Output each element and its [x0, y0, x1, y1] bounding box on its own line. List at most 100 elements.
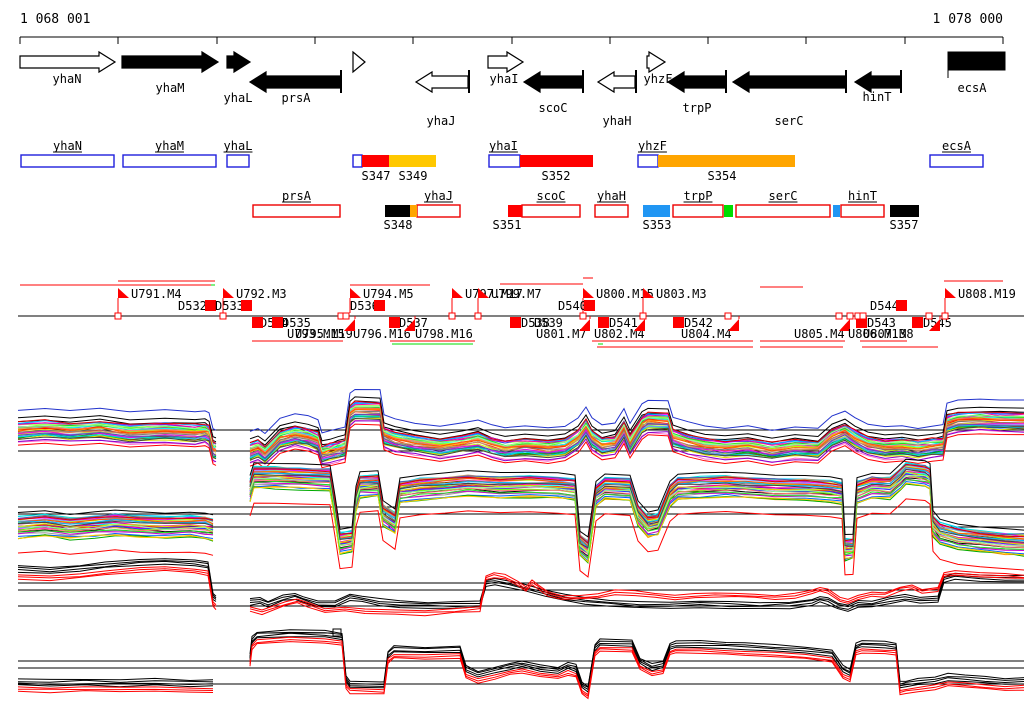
- segment-label-S352[interactable]: S352: [542, 169, 571, 183]
- probe-flag-up[interactable]: [350, 288, 361, 298]
- probe-label-U795.M19[interactable]: U795.M19: [295, 327, 353, 341]
- gene-arrow-scoC[interactable]: [522, 70, 583, 94]
- segment-S351[interactable]: [508, 205, 522, 217]
- segment-label-S348[interactable]: S348: [384, 218, 413, 232]
- segment-label-S351[interactable]: S351: [493, 218, 522, 232]
- probe-label-U804.M4[interactable]: U804.M4: [681, 327, 732, 341]
- segment-label-S357[interactable]: S357: [890, 218, 919, 232]
- annotation-box-yhaL[interactable]: [226, 154, 250, 168]
- probe-flag-down[interactable]: [344, 319, 355, 331]
- annotation-label-serC[interactable]: serC: [769, 189, 798, 203]
- probe-flag-up[interactable]: [118, 288, 129, 298]
- gene-arrow-yhaM[interactable]: [121, 50, 220, 74]
- probe-flag-up[interactable]: [583, 288, 594, 298]
- gene-arrow-yhaH[interactable]: [596, 70, 636, 94]
- probe-box-D538[interactable]: [510, 317, 521, 328]
- annotation-box-yhaI[interactable]: [488, 154, 521, 168]
- probe-label-D533[interactable]: D533: [215, 299, 244, 313]
- probe-label-U806.M13[interactable]: U806.M13: [848, 327, 906, 341]
- probe-label-U792.M3[interactable]: U792.M3: [236, 287, 287, 301]
- annotation-label-yhaM[interactable]: yhaM: [155, 139, 184, 153]
- probe-flag-down[interactable]: [929, 319, 940, 331]
- probe-label-U800.M15[interactable]: U800.M15: [596, 287, 654, 301]
- gene-arrow-yhaI[interactable]: [487, 50, 525, 74]
- annotation-label-yhaL[interactable]: yhaL: [224, 139, 253, 153]
- segment[interactable]: [724, 205, 733, 217]
- probe-flag-up[interactable]: [223, 288, 234, 298]
- probe-label-U799.M7[interactable]: U799.M7: [491, 287, 542, 301]
- probe-label-U807.M8[interactable]: U807.M8: [863, 327, 914, 341]
- probe-label-D536[interactable]: D536: [350, 299, 379, 313]
- probe-label-U805.M4[interactable]: U805.M4: [794, 327, 845, 341]
- probe-label-U802.M4[interactable]: U802.M4: [594, 327, 645, 341]
- gene-arrow-serC[interactable]: [731, 70, 846, 94]
- segment-S354[interactable]: [658, 155, 795, 167]
- annotation-box[interactable]: [352, 154, 363, 168]
- probe-box-D540[interactable]: [584, 300, 595, 311]
- segment-label-S353[interactable]: S353: [643, 218, 672, 232]
- probe-label-D539[interactable]: D539: [534, 316, 563, 330]
- annotation-label-yhaJ[interactable]: yhaJ: [424, 189, 453, 203]
- probe-box-D532[interactable]: [205, 300, 216, 311]
- probe-flag-down[interactable]: [404, 319, 415, 331]
- annotation-box-yhaM[interactable]: [122, 154, 217, 168]
- probe-flag-down[interactable]: [839, 319, 850, 331]
- probe-label-U793.M15[interactable]: U793.M15: [287, 327, 345, 341]
- probe-label-U808.M19[interactable]: U808.M19: [958, 287, 1016, 301]
- probe-box-D544[interactable]: [896, 300, 907, 311]
- segment-label-S347[interactable]: S347: [362, 169, 391, 183]
- probe-label-D541[interactable]: D541: [609, 316, 638, 330]
- gene-arrow-trpP[interactable]: [666, 70, 726, 94]
- annotation-label-prsA[interactable]: prsA: [282, 189, 312, 203]
- annotation-label-trpP[interactable]: trpP: [684, 189, 713, 203]
- probe-label-U796.M16[interactable]: U796.M16: [353, 327, 411, 341]
- annotation-label-ecsA[interactable]: ecsA: [942, 139, 972, 153]
- segment[interactable]: [410, 205, 417, 217]
- gene-arrow-hinT[interactable]: [853, 70, 901, 94]
- annotation-box-hinT[interactable]: [840, 204, 885, 218]
- annotation-box-yhaJ[interactable]: [416, 204, 461, 218]
- probe-flag-down[interactable]: [579, 319, 590, 331]
- segment-S353[interactable]: [643, 205, 670, 217]
- probe-label-D538[interactable]: D538: [521, 316, 550, 330]
- annotation-box-yhaH[interactable]: [594, 204, 629, 218]
- segment-label-S349[interactable]: S349: [399, 169, 428, 183]
- probe-flag-up[interactable]: [643, 288, 654, 298]
- probe-box-D536[interactable]: [374, 300, 385, 311]
- probe-flag-down[interactable]: [728, 319, 739, 331]
- annotation-label-yhaN[interactable]: yhaN: [53, 139, 82, 153]
- annotation-box-scoC[interactable]: [521, 204, 581, 218]
- annotation-label-scoC[interactable]: scoC: [537, 189, 566, 203]
- gene-arrow-yhaJ[interactable]: [414, 70, 469, 94]
- probe-label-D543[interactable]: D543: [867, 316, 896, 330]
- annotation-label-hinT[interactable]: hinT: [848, 189, 877, 203]
- segment-S352[interactable]: [520, 155, 593, 167]
- probe-box-D543[interactable]: [856, 317, 867, 328]
- probe-label-D532[interactable]: D532: [178, 299, 207, 313]
- probe-flag-up[interactable]: [452, 288, 463, 298]
- gene-arrow-prsA[interactable]: [248, 70, 341, 94]
- probe-box-D542[interactable]: [673, 317, 684, 328]
- segment-S349[interactable]: [389, 155, 436, 167]
- annotation-label-yhaH[interactable]: yhaH: [597, 189, 626, 203]
- annotation-box-serC[interactable]: [735, 204, 831, 218]
- annotation-box-trpP[interactable]: [672, 204, 724, 218]
- annotation-box-ecsA[interactable]: [929, 154, 984, 168]
- probe-label-U798.M16[interactable]: U798.M16: [415, 327, 473, 341]
- annotation-label-yhzF[interactable]: yhzF: [638, 139, 667, 153]
- segment[interactable]: [833, 205, 840, 217]
- probe-label-D544[interactable]: D544: [870, 299, 899, 313]
- probe-label-U803.M3[interactable]: U803.M3: [656, 287, 707, 301]
- gene-arrow-ecsA[interactable]: [947, 51, 1006, 71]
- gene-arrow[interactable]: [352, 50, 366, 74]
- segment-S347[interactable]: [362, 155, 389, 167]
- probe-box-D537[interactable]: [389, 317, 400, 328]
- gene-arrow-yhzF[interactable]: [646, 50, 667, 74]
- probe-label-D540[interactable]: D540: [558, 299, 587, 313]
- annotation-label-yhaI[interactable]: yhaI: [489, 139, 518, 153]
- segment-S348[interactable]: [385, 205, 410, 217]
- annotation-box-yhaN[interactable]: [20, 154, 115, 168]
- gene-arrow-yhaL[interactable]: [226, 50, 252, 74]
- segment-label-S354[interactable]: S354: [708, 169, 737, 183]
- probe-box-D535[interactable]: [272, 317, 283, 328]
